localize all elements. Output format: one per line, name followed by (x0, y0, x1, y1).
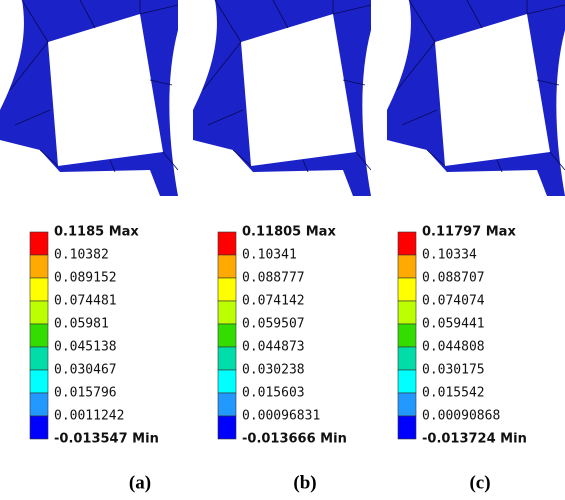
legend-swatch (218, 255, 236, 278)
panel-caption: (a) (129, 472, 151, 493)
legend-swatch (398, 416, 416, 439)
legend-swatch (218, 416, 236, 439)
legend-label: 0.044808 (422, 340, 485, 355)
legend-swatch (398, 301, 416, 324)
legend-swatch (218, 278, 236, 301)
legend-swatch (30, 347, 48, 370)
legend-swatch (30, 232, 48, 255)
legend-label: 0.088777 (242, 271, 305, 286)
legend-label: 0.030175 (422, 363, 485, 378)
legend-swatch (30, 324, 48, 347)
legend-label: 0.030238 (242, 363, 305, 378)
legend-swatch (398, 232, 416, 255)
legend-swatch (398, 370, 416, 393)
legend-label: 0.074074 (422, 294, 485, 309)
legend-swatch (398, 278, 416, 301)
legend-label: 0.089152 (54, 271, 117, 286)
legend-swatch (218, 347, 236, 370)
mesh-image (0, 0, 178, 196)
legend-label: 0.10341 (242, 248, 297, 263)
legend-label: 0.059441 (422, 317, 485, 332)
page: {"legend_colors": ["#ff0000", "#ffaa00",… (0, 0, 565, 500)
legend-swatch (398, 347, 416, 370)
legend-swatch (30, 370, 48, 393)
legend-label: 0.015603 (242, 386, 305, 401)
legend-label: 0.05981 (54, 317, 109, 332)
legend-swatch (398, 324, 416, 347)
legend-label: 0.045138 (54, 340, 117, 355)
figure: 0.1185 Max 0.10382 0.089152 0.074481 0.05981… (0, 0, 565, 500)
legend-swatch (30, 393, 48, 416)
legend-swatch (218, 232, 236, 255)
legend-label: 0.00096831 (242, 409, 320, 424)
legend-swatch (30, 278, 48, 301)
legend-label: 0.10382 (54, 248, 109, 263)
legend-label: 0.059507 (242, 317, 305, 332)
legend-label: -0.013724 Min (422, 432, 527, 447)
legend-label: 0.044873 (242, 340, 305, 355)
legend-swatch (30, 301, 48, 324)
legend-label: 0.11797 Max (422, 225, 516, 240)
legend-swatch (218, 393, 236, 416)
legend-label: 0.015796 (54, 386, 117, 401)
legend-label: 0.00090868 (422, 409, 500, 424)
legend-swatch (30, 416, 48, 439)
legend-swatch (218, 370, 236, 393)
legend-label: 0.0011242 (54, 409, 124, 424)
legend-label: 0.088707 (422, 271, 485, 286)
legend-label: 0.015542 (422, 386, 485, 401)
legend-swatch (398, 255, 416, 278)
legend-label: 0.074481 (54, 294, 117, 309)
legend-label: 0.11805 Max (242, 225, 336, 240)
legend-label: -0.013666 Min (242, 432, 347, 447)
legend-swatch (398, 393, 416, 416)
legend-label: 0.074142 (242, 294, 305, 309)
mesh-image (387, 0, 565, 196)
legend-label: 0.1185 Max (54, 225, 139, 240)
mesh-image (193, 0, 371, 196)
legend-label: -0.013547 Min (54, 432, 159, 447)
legend-swatch (218, 301, 236, 324)
panel-caption: (c) (469, 472, 490, 493)
legend-swatch (30, 255, 48, 278)
legend-label: 0.10334 (422, 248, 477, 263)
legend-label: 0.030467 (54, 363, 117, 378)
panel-caption: (b) (293, 472, 316, 493)
legend-swatch (218, 324, 236, 347)
